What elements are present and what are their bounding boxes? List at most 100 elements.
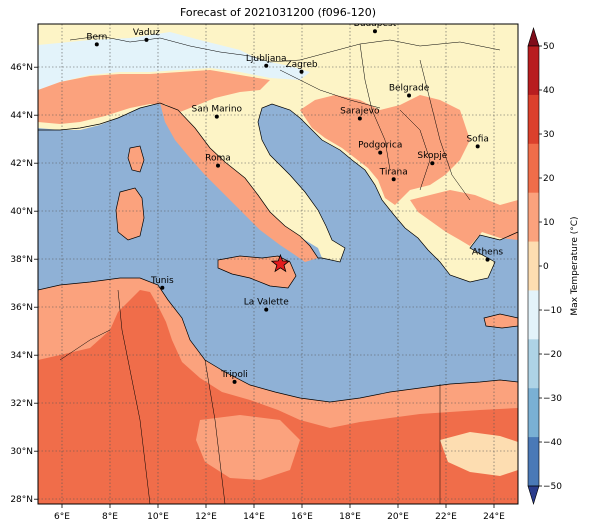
warm-band-north bbox=[38, 70, 270, 124]
warm-band-italy bbox=[160, 103, 318, 262]
lon-tick-label: 16°E bbox=[291, 512, 313, 522]
latitude-ticks: 46°N 44°N 42°N 40°N 38°N 36°N 34°N 32°N 30°N 28°N bbox=[10, 63, 38, 505]
colorbar-tick-label: −30 bbox=[543, 394, 562, 404]
colorbar-tick-label: 40 bbox=[543, 86, 555, 96]
lat-tick-label: 46°N bbox=[10, 63, 33, 73]
colorbar-segment bbox=[528, 143, 539, 194]
lat-tick-label: 32°N bbox=[10, 399, 33, 409]
colorbar-segment bbox=[528, 46, 539, 96]
city-label: Tunis bbox=[150, 276, 174, 286]
city-label: Tirana bbox=[379, 167, 408, 177]
lat-tick-label: 30°N bbox=[10, 447, 33, 457]
map-title: Forecast of 2021031200 (f096-120) bbox=[179, 6, 377, 19]
colorbar-tick-label: −10 bbox=[543, 306, 562, 316]
colorbar-tick-label: −40 bbox=[543, 438, 562, 448]
city-label: Ljubljana bbox=[246, 54, 287, 64]
colorbar-tick-label: 20 bbox=[543, 174, 555, 184]
gridlines bbox=[38, 24, 518, 504]
lon-tick-label: 18°E bbox=[339, 512, 361, 522]
city-dot bbox=[264, 63, 269, 68]
warm-band-greece bbox=[410, 190, 518, 246]
city-dot bbox=[232, 379, 237, 384]
warm-band-adriatic bbox=[300, 95, 470, 205]
city-dot bbox=[216, 163, 220, 168]
city-dot bbox=[160, 285, 165, 290]
lon-tick-label: 14°E bbox=[243, 512, 265, 522]
city-dot bbox=[378, 150, 383, 155]
colorbar-tick-label: 50 bbox=[543, 42, 555, 52]
lat-tick-label: 42°N bbox=[10, 159, 33, 169]
city-label: Sarajevo bbox=[340, 107, 380, 117]
lon-tick-label: 6°E bbox=[54, 512, 70, 522]
lat-tick-label: 38°N bbox=[10, 255, 33, 265]
sardinia-island bbox=[116, 188, 144, 240]
longitude-ticks: 6°E 8°E 10°E 12°E 14°E 16°E 18°E 20°E 22°E 24°E bbox=[54, 504, 505, 522]
city-dot bbox=[372, 29, 377, 34]
city-dot bbox=[475, 144, 480, 149]
lon-tick-label: 10°E bbox=[147, 512, 169, 522]
colorbar-segment bbox=[528, 241, 539, 291]
colorbar-segment bbox=[528, 192, 539, 243]
egypt-cool-patch bbox=[440, 432, 518, 476]
star-icon bbox=[270, 253, 291, 273]
city-dot bbox=[94, 42, 99, 47]
lon-tick-label: 24°E bbox=[483, 512, 505, 522]
city-label: Bern bbox=[86, 32, 107, 42]
colorbar-tick-label: 0 bbox=[543, 262, 549, 272]
city-dot bbox=[214, 114, 219, 119]
lon-tick-label: 12°E bbox=[195, 512, 217, 522]
corsica-island bbox=[128, 146, 144, 172]
colorbar-label: Max Temperature (°C) bbox=[570, 216, 580, 315]
city-label: Skopje bbox=[417, 151, 447, 161]
city-dot bbox=[264, 307, 269, 312]
city-label: Belgrade bbox=[389, 84, 430, 94]
colorbar-tick-label: −50 bbox=[543, 482, 562, 492]
lat-tick-label: 44°N bbox=[10, 111, 33, 121]
lat-tick-label: 28°N bbox=[10, 495, 33, 505]
city-dot bbox=[485, 257, 490, 262]
city-dot bbox=[299, 69, 304, 74]
colorbar-extend-top bbox=[527, 26, 540, 47]
lat-tick-label: 34°N bbox=[10, 351, 33, 361]
city-label: Podgorica bbox=[358, 141, 402, 151]
colorbar-segment bbox=[528, 388, 539, 438]
colorbar-segment bbox=[528, 437, 539, 487]
libya-warm-patch bbox=[196, 415, 300, 480]
borders bbox=[59, 35, 501, 504]
lat-tick-label: 36°N bbox=[10, 303, 33, 313]
city-label: Budapest bbox=[354, 19, 397, 29]
city-label: Vaduz bbox=[133, 28, 160, 38]
colorbar-extend-bottom bbox=[527, 485, 540, 506]
city-label: Sofia bbox=[466, 134, 488, 144]
crete-island bbox=[484, 314, 518, 328]
city-label: Tripoli bbox=[220, 370, 248, 380]
colorbar-segment bbox=[528, 290, 539, 340]
colorbar-tick-label: 10 bbox=[543, 218, 555, 228]
city-dot bbox=[144, 37, 149, 42]
colorbar-segment bbox=[528, 94, 539, 145]
city-dot bbox=[430, 161, 435, 166]
city-dot bbox=[357, 116, 362, 121]
city-label: Athens bbox=[472, 248, 503, 258]
city-label: Roma bbox=[205, 154, 231, 164]
colorbar-tick-label: 30 bbox=[543, 130, 555, 140]
colorbar-segment bbox=[528, 339, 539, 389]
lon-tick-label: 8°E bbox=[102, 512, 118, 522]
city-dot bbox=[407, 93, 412, 98]
colorbar: 50 40 30 20 10 0 −10 −20 −30 −40 −50 Max Temperatur… bbox=[527, 26, 580, 506]
lon-tick-label: 20°E bbox=[387, 512, 409, 522]
colorbar-tick-label: −20 bbox=[543, 350, 562, 360]
lon-tick-label: 22°E bbox=[435, 512, 457, 522]
map-frame bbox=[37, 23, 519, 505]
lat-tick-label: 40°N bbox=[10, 207, 33, 217]
city-label: Zagreb bbox=[285, 60, 317, 70]
city-dot bbox=[391, 177, 396, 182]
star-marker bbox=[270, 253, 291, 273]
city-label: San Marino bbox=[192, 105, 243, 115]
alps-cold-band bbox=[38, 32, 310, 90]
city-label: La Valette bbox=[244, 298, 289, 308]
coastlines bbox=[38, 102, 518, 403]
